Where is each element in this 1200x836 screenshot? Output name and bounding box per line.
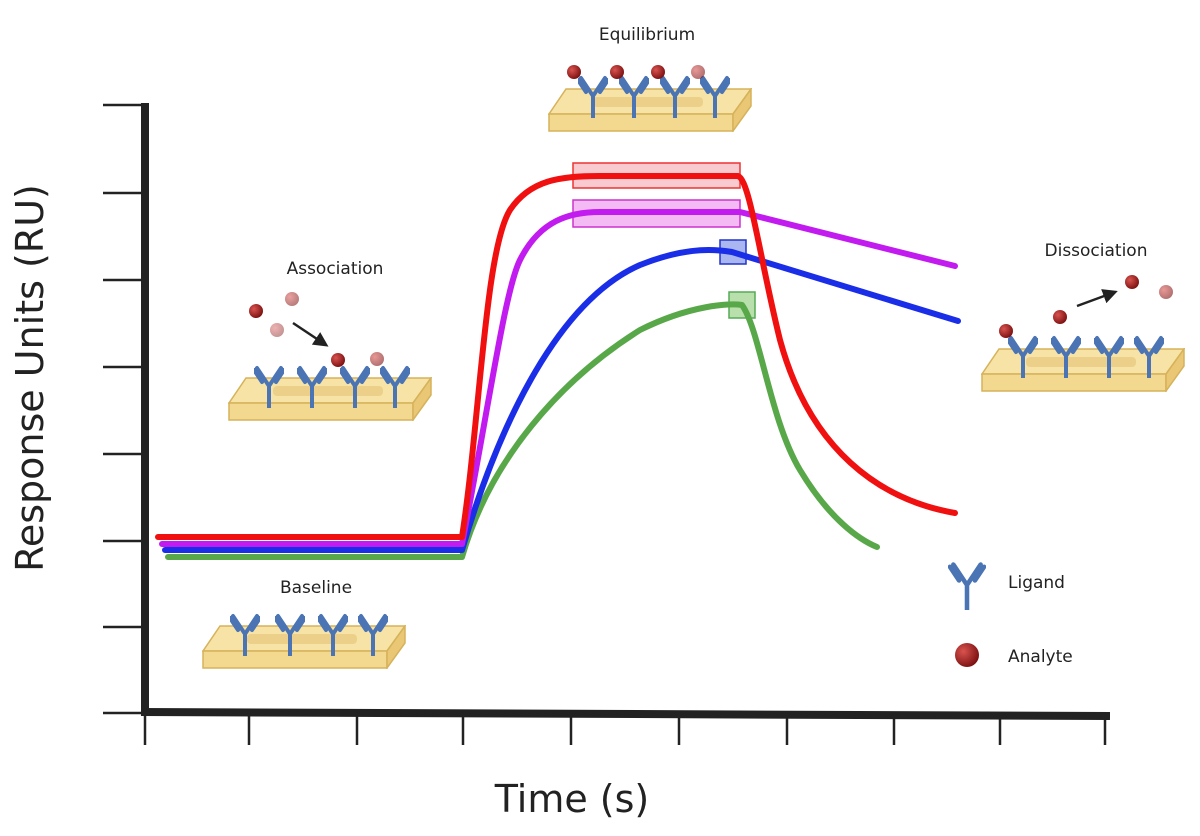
analyte-icon <box>610 65 624 79</box>
sensor-chip <box>229 378 431 420</box>
response-curve <box>159 209 958 547</box>
analyte-icon <box>370 352 384 366</box>
axes <box>103 103 1111 745</box>
response-curve <box>162 246 961 553</box>
analyte-icon <box>567 65 581 79</box>
legend-label: Analyte <box>1008 647 1073 667</box>
legend-ligand-icon <box>950 565 984 610</box>
legend-analyte-icon <box>955 643 979 667</box>
legend-label: Ligand <box>1008 573 1065 593</box>
phase-label: Equilibrium <box>599 25 695 45</box>
analyte-icon <box>270 323 284 337</box>
response-curve <box>155 173 958 540</box>
analyte-icon <box>249 304 263 318</box>
arrow <box>292 321 329 347</box>
analyte-icon <box>1125 275 1139 289</box>
analyte-icon <box>331 353 345 367</box>
analyte-icon <box>691 65 705 79</box>
analyte-icon <box>285 292 299 306</box>
response-curve <box>165 301 880 560</box>
arrow <box>1076 289 1118 308</box>
x-axis-label: Time (s) <box>494 777 650 821</box>
analyte-icon <box>1159 285 1173 299</box>
phase-label: Dissociation <box>1045 241 1148 261</box>
phase-label: Association <box>287 259 384 279</box>
sensor-chip <box>982 349 1184 391</box>
sensor-chip <box>549 89 751 131</box>
analyte-icon <box>999 324 1013 338</box>
y-axis-label: Response Units (RU) <box>8 184 52 572</box>
analyte-icon <box>651 65 665 79</box>
phase-label: Baseline <box>280 578 352 598</box>
analyte-icon <box>1053 310 1067 324</box>
